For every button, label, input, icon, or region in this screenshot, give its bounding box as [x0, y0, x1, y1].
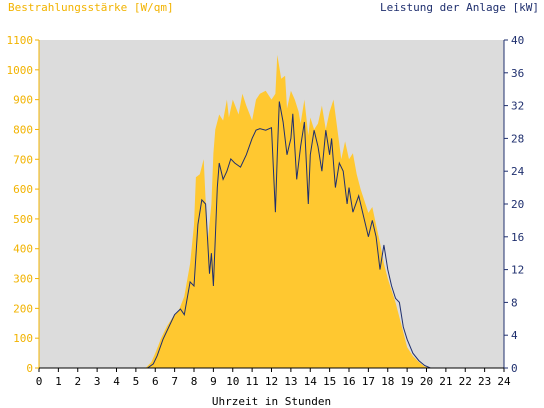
left-tick-label: 100 [13, 332, 33, 345]
left-tick-label: 300 [13, 273, 33, 286]
left-tick-label: 400 [13, 243, 33, 256]
x-tick-label: 12 [265, 375, 278, 388]
right-tick-label: 4 [511, 329, 518, 342]
x-tick-label: 6 [152, 375, 159, 388]
x-tick-label: 9 [210, 375, 217, 388]
right-tick-label: 40 [511, 34, 524, 47]
x-tick-label: 23 [478, 375, 491, 388]
right-tick-label: 20 [511, 198, 524, 211]
x-tick-label: 0 [36, 375, 43, 388]
left-tick-label: 800 [13, 123, 33, 136]
x-tick-label: 3 [94, 375, 101, 388]
right-tick-label: 16 [511, 231, 524, 244]
x-tick-label: 7 [171, 375, 178, 388]
right-tick-label: 8 [511, 296, 518, 309]
x-tick-label: 11 [246, 375, 259, 388]
left-tick-label: 700 [13, 153, 33, 166]
x-axis-title: Uhrzeit in Stunden [212, 395, 331, 408]
left-tick-label: 600 [13, 183, 33, 196]
left-tick-label: 900 [13, 94, 33, 107]
right-tick-label: 32 [511, 100, 524, 113]
x-tick-label: 22 [459, 375, 472, 388]
right-tick-label: 28 [511, 132, 524, 145]
left-tick-label: 0 [26, 362, 33, 375]
right-tick-label: 36 [511, 67, 524, 80]
x-tick-label: 4 [113, 375, 120, 388]
x-tick-label: 5 [133, 375, 140, 388]
x-tick-label: 10 [226, 375, 239, 388]
left-tick-label: 500 [13, 213, 33, 226]
x-tick-label: 20 [420, 375, 433, 388]
x-tick-label: 24 [497, 375, 511, 388]
x-tick-label: 8 [191, 375, 198, 388]
x-tick-label: 2 [74, 375, 81, 388]
right-tick-label: 0 [511, 362, 518, 375]
x-tick-label: 13 [284, 375, 297, 388]
x-tick-label: 21 [439, 375, 452, 388]
right-tick-label: 24 [511, 165, 525, 178]
x-tick-label: 17 [362, 375, 375, 388]
x-tick-label: 15 [323, 375, 336, 388]
x-tick-label: 1 [55, 375, 62, 388]
x-tick-label: 16 [342, 375, 355, 388]
left-tick-label: 1100 [7, 34, 34, 47]
left-tick-label: 1000 [7, 64, 34, 77]
x-tick-label: 19 [401, 375, 414, 388]
left-axis-title: Bestrahlungsstärke [W/qm] [8, 1, 174, 14]
x-tick-label: 14 [304, 375, 318, 388]
x-tick-label: 18 [381, 375, 394, 388]
right-axis-title: Leistung der Anlage [kW] [380, 1, 539, 14]
right-tick-label: 12 [511, 264, 524, 277]
left-tick-label: 200 [13, 302, 33, 315]
